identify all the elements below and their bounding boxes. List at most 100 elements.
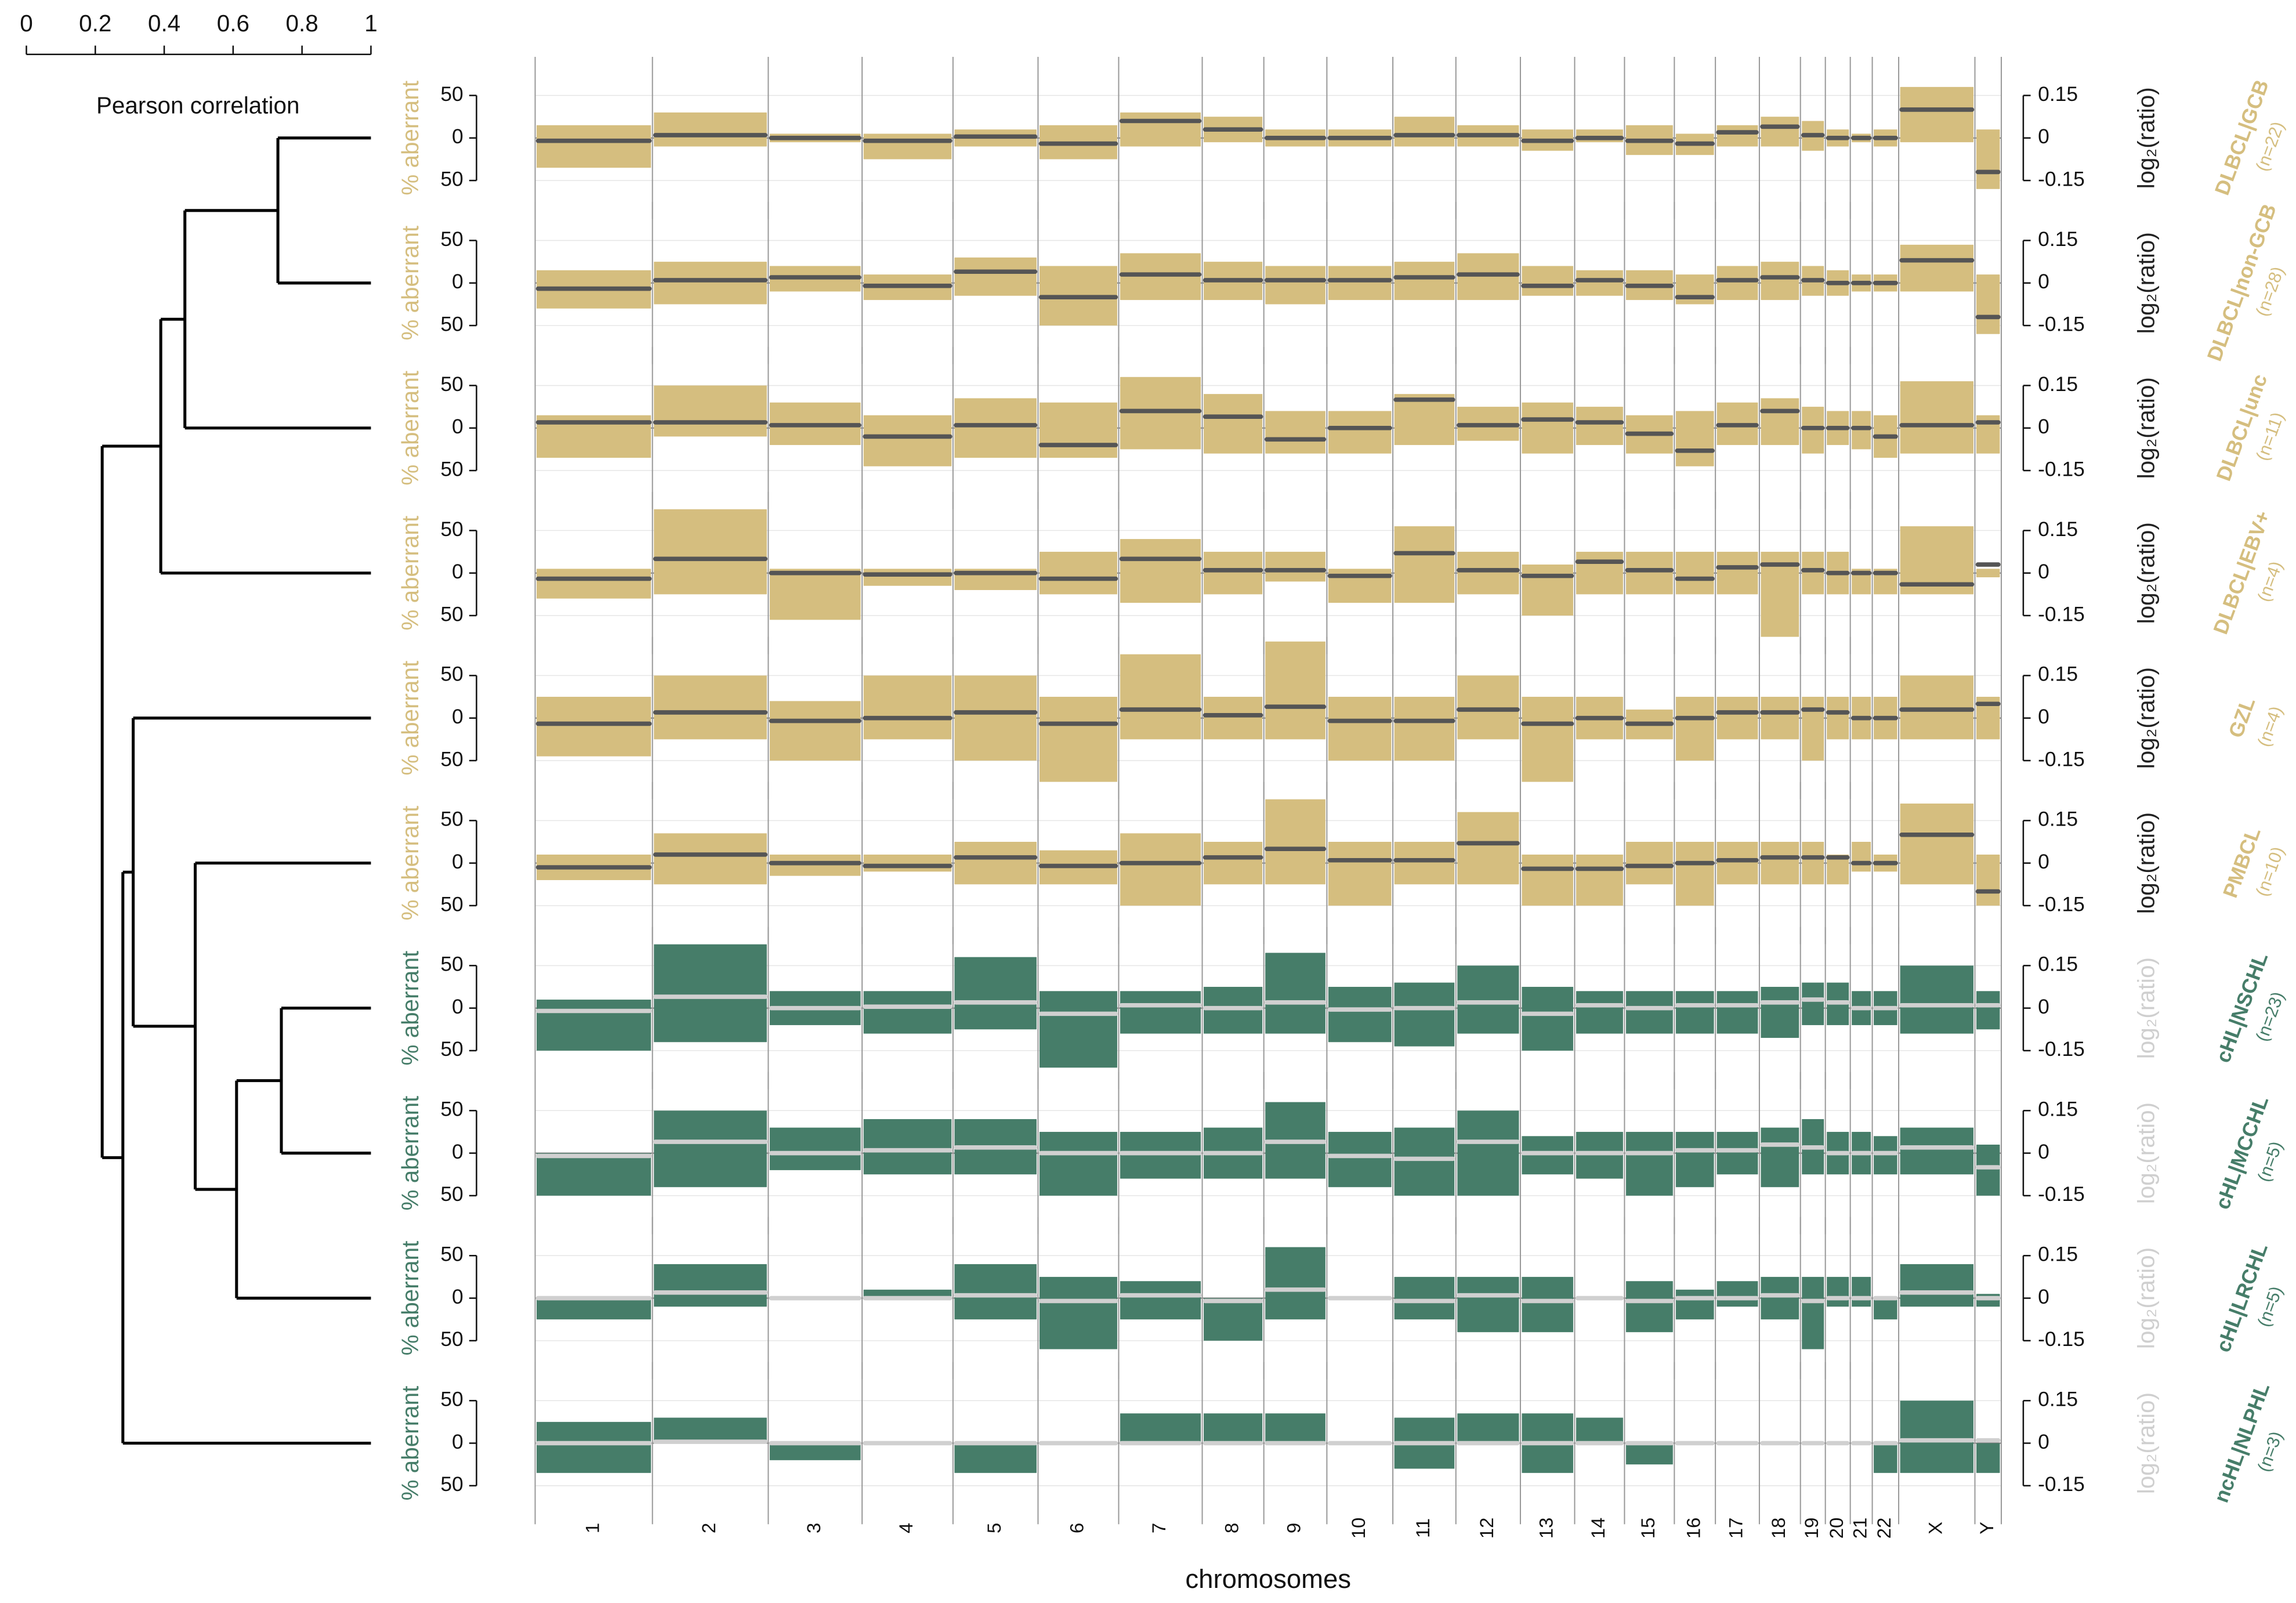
x-tick-label: 16	[1682, 1518, 1704, 1539]
y-tick-label: 0	[452, 560, 463, 583]
y2-axis-label: log₂(ratio)	[2132, 1392, 2159, 1494]
y-tick-label: 50	[440, 893, 463, 916]
y-tick-label: 50	[440, 518, 463, 541]
y-axis-label: % aberrant	[397, 951, 423, 1066]
aberration-band	[1716, 991, 1758, 1034]
y-tick-label: 0	[452, 1431, 463, 1453]
y-tick-label: 50	[440, 748, 463, 770]
aberration-band	[1394, 1127, 1455, 1196]
aberration-band	[654, 833, 767, 885]
aberration-band	[1976, 569, 2000, 578]
y2-tick-label: 0.15	[2038, 808, 2078, 831]
y-tick-label: 50	[440, 603, 463, 625]
aberration-band	[1675, 274, 1714, 305]
aberration-band	[1457, 1413, 1519, 1443]
aberration-band	[1976, 1443, 2000, 1473]
aberration-band	[1039, 1131, 1117, 1196]
aberration-band	[1761, 986, 1799, 1038]
aberration-band	[1900, 965, 1973, 1034]
aberration-band	[1394, 842, 1455, 885]
aberration-band	[1976, 1144, 2000, 1196]
aberration-band	[654, 944, 767, 1043]
aberration-band	[1328, 411, 1392, 454]
aberration-band	[1675, 697, 1714, 761]
y2-axis-label: log₂(ratio)	[2132, 377, 2159, 479]
y2-tick-label: 0.15	[2038, 1243, 2078, 1266]
aberration-band	[769, 1443, 861, 1460]
y2-tick-label: -0.15	[2038, 168, 2085, 190]
y2-tick-label: 0	[2038, 705, 2049, 728]
aberration-band	[1265, 411, 1326, 454]
aberration-band	[654, 262, 767, 305]
aberration-band	[1039, 991, 1117, 1068]
aberration-band	[1576, 1417, 1623, 1443]
aberration-band	[1761, 697, 1799, 740]
aberration-band	[1265, 1247, 1326, 1320]
y2-axis-label: log₂(ratio)	[2132, 957, 2159, 1059]
aberration-band	[863, 991, 952, 1034]
aberration-band	[1874, 1443, 1897, 1473]
aberration-band	[537, 999, 651, 1051]
x-tick-label: 8	[1221, 1523, 1242, 1533]
aberration-band	[537, 125, 651, 168]
aberration-band	[863, 1119, 952, 1175]
x-tick-label: 17	[1725, 1518, 1747, 1539]
aberration-band	[1039, 697, 1117, 782]
aberration-band	[654, 1417, 767, 1443]
y2-tick-label: 0	[2038, 851, 2049, 873]
aberration-band	[1204, 1298, 1263, 1341]
aberration-band	[1120, 539, 1201, 603]
y-tick-label: 50	[440, 373, 463, 396]
y2-axis-label: log₂(ratio)	[2132, 1247, 2159, 1349]
aberration-band	[1522, 1276, 1573, 1333]
y2-tick-label: 0.15	[2038, 518, 2078, 541]
aberration-band	[1204, 1413, 1263, 1443]
x-tick-label: 14	[1587, 1518, 1609, 1539]
dendrogram-tick-label: 0.6	[217, 10, 249, 37]
aberration-band	[1394, 262, 1455, 301]
aberration-band	[1522, 402, 1573, 454]
x-tick-label: 11	[1412, 1518, 1433, 1538]
y-tick-label: 50	[440, 1098, 463, 1121]
aberration-band	[1716, 1281, 1758, 1307]
aberration-band	[537, 1298, 651, 1320]
y2-tick-label: 0.15	[2038, 1098, 2078, 1121]
aberration-band	[537, 1421, 651, 1473]
aberration-band	[1761, 1276, 1799, 1320]
y-axis-label: % aberrant	[397, 1096, 423, 1211]
x-tick-label: 13	[1535, 1518, 1556, 1539]
aberration-band	[1761, 117, 1799, 147]
aberration-band	[954, 1443, 1037, 1473]
y-tick-label: 0	[452, 996, 463, 1018]
y2-tick-label: 0	[2038, 1141, 2049, 1163]
aberration-band	[1522, 565, 1573, 616]
aberration-band	[654, 509, 767, 595]
y2-tick-label: 0.15	[2038, 228, 2078, 251]
y-axis-label: % aberrant	[397, 81, 423, 196]
aberration-band	[1394, 1276, 1455, 1320]
aberration-band	[654, 385, 767, 437]
y2-tick-label: -0.15	[2038, 1038, 2085, 1061]
aberration-band	[1120, 1281, 1201, 1320]
aberration-band	[1394, 697, 1455, 761]
y-tick-label: 50	[440, 1473, 463, 1496]
y-tick-label: 0	[452, 1141, 463, 1163]
y-tick-label: 50	[440, 953, 463, 976]
aberration-band	[1394, 526, 1455, 603]
aberration-band	[1852, 842, 1871, 872]
aberration-band	[1120, 1413, 1201, 1443]
aberration-band	[1900, 804, 1973, 885]
x-tick-label: 7	[1148, 1523, 1169, 1533]
dendrogram-tick-label: 0.4	[148, 10, 180, 37]
aberration-band	[1827, 697, 1849, 740]
x-tick-label: 5	[983, 1523, 1005, 1533]
aberration-band	[954, 957, 1037, 1030]
aberration-band	[1328, 266, 1392, 301]
y2-tick-label: -0.15	[2038, 458, 2085, 480]
aberration-band	[1120, 991, 1201, 1034]
aberration-band	[1802, 697, 1824, 761]
aberration-band	[1716, 266, 1758, 301]
aberration-band	[954, 257, 1037, 296]
y-tick-label: 50	[440, 1388, 463, 1411]
aberration-band	[1802, 552, 1824, 595]
